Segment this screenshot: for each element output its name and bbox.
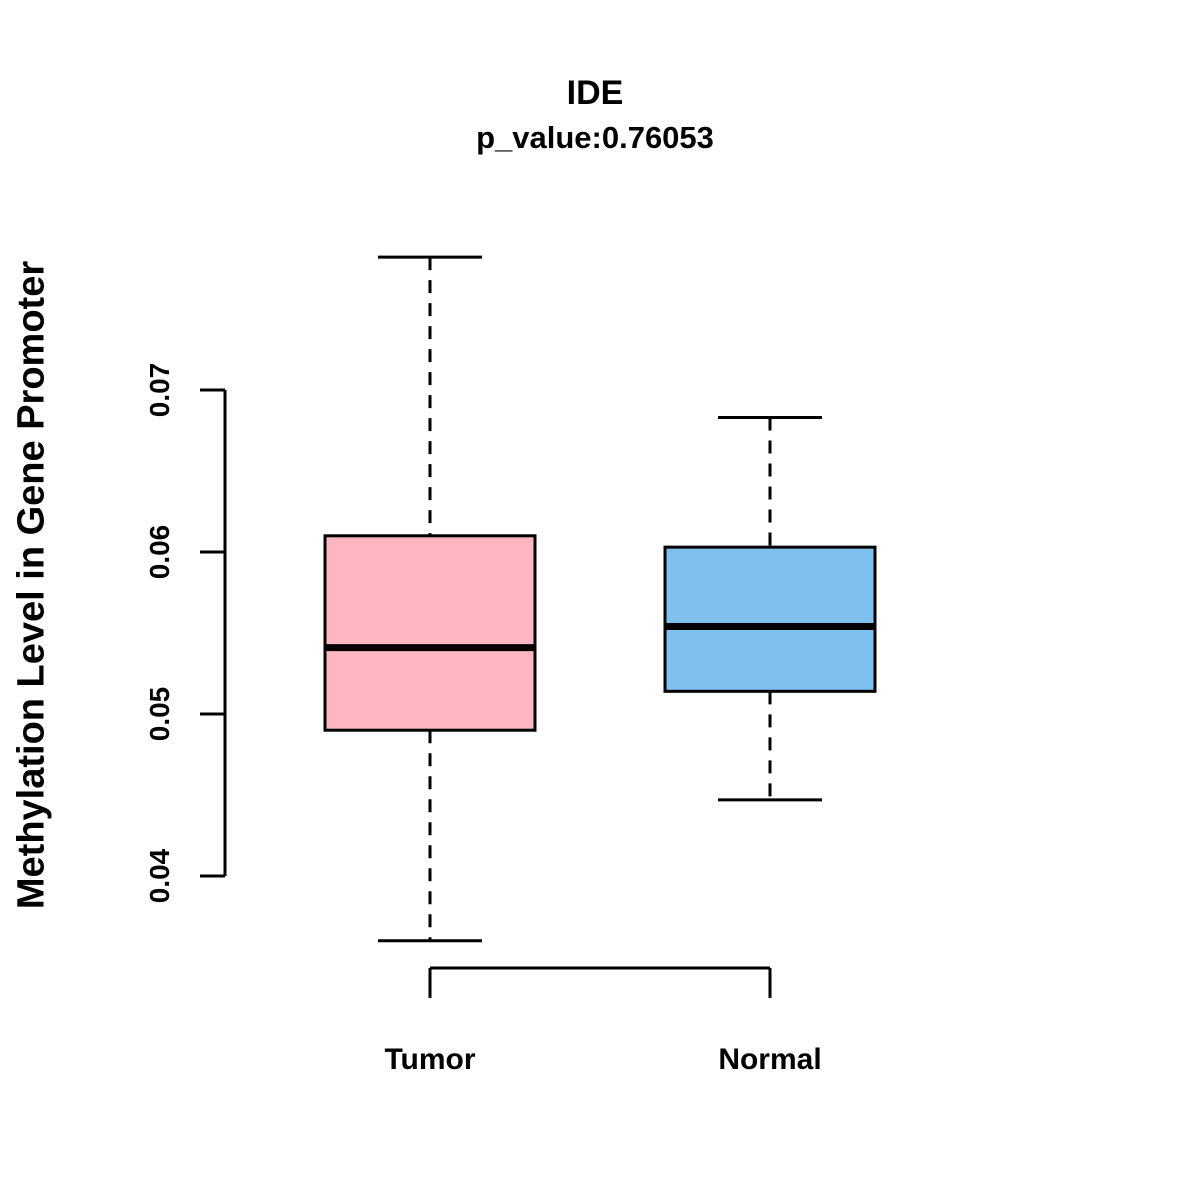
x-category-label-tumor: Tumor [384, 1043, 476, 1076]
chart-subtitle-pvalue: p_value:0.76053 [476, 120, 714, 155]
chart-title: IDE [566, 74, 624, 112]
iqr-box-tumor [323, 534, 537, 732]
iqr-box-normal [663, 545, 877, 693]
x-category-label-normal: Normal [718, 1043, 822, 1076]
